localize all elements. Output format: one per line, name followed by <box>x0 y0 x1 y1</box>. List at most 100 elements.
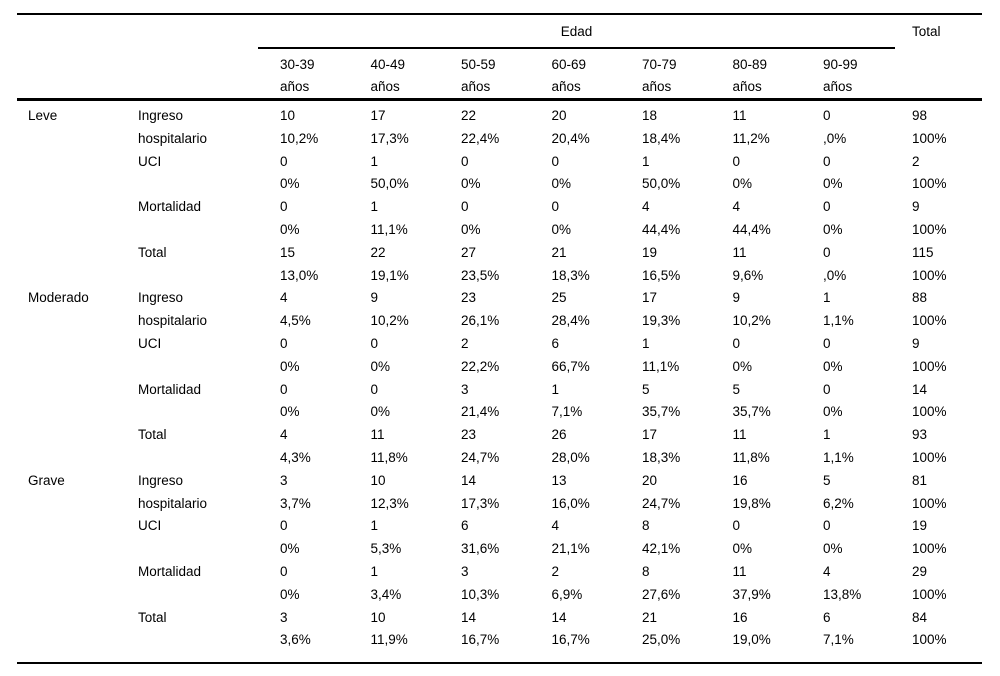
count-value: 0 <box>732 153 741 169</box>
data-cell: 20 24,7% <box>620 470 711 516</box>
data-cell: 4 44,4% <box>711 196 802 242</box>
count-value: 16 <box>732 472 748 488</box>
data-cell: 6 7,1% <box>801 607 895 664</box>
percent-value: 7,1% <box>823 632 854 648</box>
data-cell: 0 0% <box>711 333 802 379</box>
row-total-cell: 81 100% <box>895 470 982 516</box>
count-value: 17 <box>642 290 658 306</box>
percent-value: 24,7% <box>461 449 500 465</box>
percent-value: 31,6% <box>461 541 500 557</box>
data-cell: 10 10,2% <box>258 100 349 151</box>
count-value: 23 <box>461 427 477 443</box>
count-value: 4 <box>823 563 831 579</box>
data-cell: 2 22,2% <box>439 333 530 379</box>
count-value: 10 <box>280 108 296 123</box>
table-row: Total 4 4,3% 11 11,8% 23 24,7% 26 28,0% 17 18,3% 11… <box>17 424 982 470</box>
data-cell: 0 0% <box>530 196 621 242</box>
data-cell: 11 11,8% <box>349 424 440 470</box>
data-cell: 10 11,9% <box>349 607 440 664</box>
row-total-cell: 98 100% <box>895 100 982 151</box>
count-value: 0 <box>280 518 288 534</box>
data-cell: 0 0% <box>801 515 895 561</box>
row-total-cell: 84 100% <box>895 607 982 664</box>
percent-value: 17,3% <box>461 495 500 511</box>
percent-value: 0% <box>280 358 300 374</box>
count-value: 5 <box>823 472 831 488</box>
data-cell: 6 31,6% <box>439 515 530 561</box>
percent-value: 50,0% <box>370 176 409 192</box>
percent-value: 0% <box>732 176 753 192</box>
percent-value: 17,3% <box>370 130 409 146</box>
data-cell: 4 44,4% <box>620 196 711 242</box>
data-cell: 14 16,7% <box>530 607 621 664</box>
count-value: 11 <box>732 108 747 123</box>
percent-value: 28,0% <box>551 449 590 465</box>
percent-value: 37,9% <box>732 586 771 602</box>
count-value: 21 <box>642 609 658 625</box>
header-spacer <box>895 48 983 101</box>
data-cell: 21 18,3% <box>530 242 621 288</box>
count-value: 98 <box>912 108 928 123</box>
percent-value: 3,6% <box>280 632 311 648</box>
data-cell: 25 28,4% <box>530 287 621 333</box>
percent-value: 16,5% <box>642 267 681 283</box>
percent-value: 18,3% <box>551 267 590 283</box>
header-row-columns: 30-39 años 40-49 años 50-59 años 60-69 a… <box>17 48 983 101</box>
count-value: 3 <box>280 609 288 625</box>
severity-group-label <box>17 196 138 242</box>
percent-value: 0% <box>370 404 391 420</box>
count-value: 0 <box>280 199 288 215</box>
data-cell: 0 0% <box>711 151 802 197</box>
severity-group-label: Moderado <box>28 290 89 306</box>
percent-value: 66,7% <box>551 358 590 374</box>
percent-value: 11,8% <box>732 449 770 465</box>
count-value: 6 <box>823 609 831 625</box>
count-value: 19 <box>912 518 928 534</box>
percent-value: 20,4% <box>551 130 590 146</box>
data-cell: 15 13,0% <box>258 242 349 288</box>
data-cell: 10 12,3% <box>349 470 440 516</box>
count-value: 3 <box>280 472 288 488</box>
data-cell: 4 13,8% <box>801 561 895 607</box>
count-value: 0 <box>823 153 831 169</box>
count-value: 9 <box>912 199 920 215</box>
data-cell: 23 26,1% <box>439 287 530 333</box>
data-cell: 3 10,3% <box>439 561 530 607</box>
row-total-cell: 19 100% <box>895 515 982 561</box>
percent-value: 16,7% <box>551 632 590 648</box>
count-value: 0 <box>823 244 831 260</box>
header-spacer <box>17 14 138 48</box>
data-cell: 17 18,3% <box>620 424 711 470</box>
count-value: 11 <box>732 427 747 443</box>
data-cell: 0 0% <box>258 196 349 242</box>
age-column-header: 50-59 años <box>439 48 530 101</box>
percent-value: 100% <box>912 449 947 465</box>
data-cell: 0 0% <box>258 379 349 425</box>
outcome-label-line: Mortalidad <box>138 563 202 579</box>
count-value: 5 <box>642 381 650 397</box>
percent-value: 100% <box>912 586 947 602</box>
outcome-label-line: hospitalario <box>138 130 208 146</box>
outcome-label-line: hospitalario <box>138 313 208 329</box>
data-cell: 1 1,1% <box>801 287 895 333</box>
data-cell: 0 0% <box>801 333 895 379</box>
data-cell: 20 20,4% <box>530 100 621 151</box>
count-value: 0 <box>732 335 741 351</box>
total-column-header: Total <box>912 24 941 39</box>
count-value: 0 <box>551 199 560 215</box>
percent-value: 100% <box>912 541 947 557</box>
count-value: 6 <box>551 335 560 351</box>
percent-value: 0% <box>461 221 481 237</box>
percent-value: 25,0% <box>642 632 681 648</box>
count-value: 2 <box>461 335 469 351</box>
count-value: 0 <box>280 563 288 579</box>
data-cell: 4 4,3% <box>258 424 349 470</box>
outcome-label-line: UCI <box>138 335 162 351</box>
row-total-cell: 93 100% <box>895 424 982 470</box>
table-body: Leve Ingreso hospitalario 10 10,2% 17 17,3% 22 2… <box>17 100 982 664</box>
count-value: 11 <box>370 427 385 443</box>
count-value: 22 <box>461 108 477 123</box>
count-value: 20 <box>551 108 567 123</box>
percent-value: 13,8% <box>823 586 862 602</box>
count-value: 27 <box>461 244 477 260</box>
